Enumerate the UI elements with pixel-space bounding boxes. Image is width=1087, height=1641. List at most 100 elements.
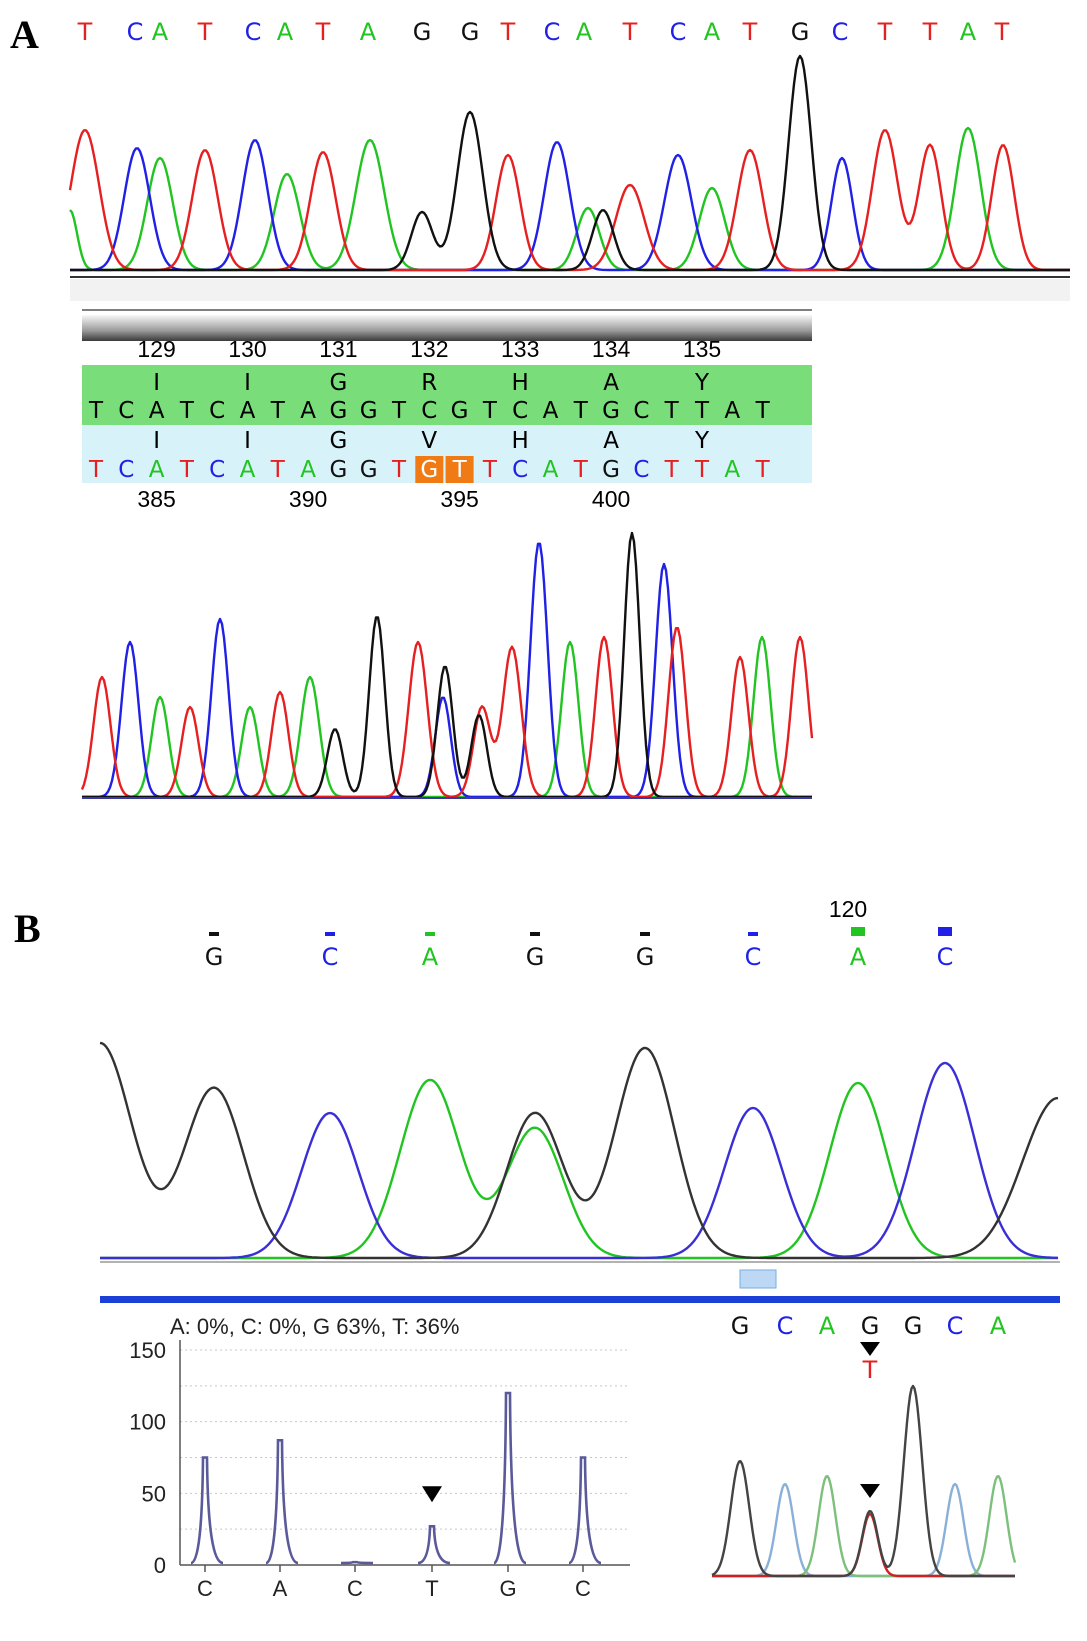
reference-amino-acid: I bbox=[153, 370, 160, 396]
top-base-call: A bbox=[422, 943, 439, 971]
sample-base: A bbox=[724, 457, 740, 483]
panel-b-scrollbar[interactable] bbox=[100, 1296, 1060, 1303]
sample-base: C bbox=[118, 457, 134, 483]
top-base-call: T bbox=[877, 18, 893, 46]
mini-base-call: C bbox=[777, 1312, 794, 1340]
sample-base: A bbox=[300, 457, 316, 483]
reference-base: T bbox=[664, 398, 680, 424]
top-base-call: T bbox=[315, 18, 331, 46]
top-base-call: C bbox=[937, 943, 954, 971]
sample-amino-acid: H bbox=[512, 428, 529, 454]
mini-base-call: G bbox=[731, 1312, 750, 1340]
trace-b2-G bbox=[99, 1041, 1059, 1260]
reference-band bbox=[82, 365, 812, 425]
sample-base: A bbox=[543, 457, 559, 483]
codon-number: 132 bbox=[410, 336, 448, 362]
mini-arrow-icon bbox=[860, 1484, 880, 1498]
reference-base: T bbox=[179, 398, 195, 424]
reference-base: G bbox=[602, 398, 620, 424]
sample-amino-acid: I bbox=[244, 428, 251, 454]
trace-b2-A bbox=[100, 1078, 1058, 1260]
sample-base: T bbox=[573, 457, 589, 483]
top-base-call: T bbox=[500, 18, 516, 46]
variant-arrow-icon bbox=[860, 1342, 880, 1356]
trace-b-G bbox=[82, 531, 812, 799]
mini-sequence-calls: G C A G G C AT bbox=[731, 1312, 1007, 1384]
sample-base: G bbox=[329, 457, 347, 483]
dispensation-label: G bbox=[499, 1576, 516, 1601]
sample-amino-acid: A bbox=[603, 428, 619, 454]
top-base-call: A bbox=[576, 18, 593, 46]
codon-number: 130 bbox=[228, 336, 266, 362]
y-tick-label: 100 bbox=[129, 1410, 166, 1435]
pyrogram: 150 100 50 0 C A C T G C bbox=[129, 1338, 630, 1601]
sample-base: T bbox=[391, 457, 407, 483]
top-base-call: A bbox=[850, 943, 867, 971]
quality-marker bbox=[640, 932, 650, 936]
top-base-call: T bbox=[77, 18, 93, 46]
dispensation-label: T bbox=[425, 1576, 438, 1601]
reference-amino-acid: Y bbox=[694, 370, 710, 396]
panel-a-chromatogram-reference bbox=[68, 54, 1070, 272]
panel-a-label: A bbox=[10, 12, 39, 57]
sample-base: G bbox=[360, 457, 378, 483]
reference-base: C bbox=[209, 398, 225, 424]
mini-base-call: C bbox=[947, 1312, 964, 1340]
top-base-call: A bbox=[960, 18, 977, 46]
reference-amino-acid: H bbox=[512, 370, 529, 396]
codon-number: 135 bbox=[683, 336, 721, 362]
position-number: 400 bbox=[592, 486, 630, 512]
panel-a-chromatogram-sample bbox=[80, 531, 814, 799]
mutation-arrow-icon bbox=[422, 1486, 442, 1503]
reference-base: G bbox=[360, 398, 378, 424]
top-base-call: T bbox=[994, 18, 1010, 46]
top-base-call: A bbox=[360, 18, 377, 46]
reference-amino-acid: A bbox=[603, 370, 619, 396]
mini-chromatogram bbox=[711, 1384, 1017, 1578]
sample-base: T bbox=[270, 457, 286, 483]
reference-base: A bbox=[240, 398, 256, 424]
mini-trace-T bbox=[712, 1512, 1015, 1578]
top-base-call: G bbox=[636, 943, 655, 971]
top-base-call: T bbox=[197, 18, 213, 46]
quality-marker bbox=[851, 927, 865, 936]
dispensation-label: A bbox=[273, 1576, 288, 1601]
scroll-thumb[interactable] bbox=[739, 1269, 777, 1289]
sample-base: T bbox=[482, 457, 498, 483]
quality-marker bbox=[325, 932, 335, 936]
top-base-call: A bbox=[277, 18, 294, 46]
dispensation-label: C bbox=[575, 1576, 591, 1601]
quality-marker bbox=[938, 927, 952, 936]
top-base-call: T bbox=[622, 18, 638, 46]
reference-base: C bbox=[118, 398, 134, 424]
top-base-call: G bbox=[526, 943, 545, 971]
top-base-call: A bbox=[704, 18, 721, 46]
top-base-call: C bbox=[745, 943, 762, 971]
panel-b-chromatogram bbox=[99, 1041, 1059, 1260]
reference-base: T bbox=[694, 398, 710, 424]
sample-base: C bbox=[512, 457, 528, 483]
position-number: 390 bbox=[289, 486, 327, 512]
reference-base: T bbox=[88, 398, 104, 424]
reference-base: A bbox=[724, 398, 740, 424]
position-numbers: 385 390 395 400 bbox=[137, 486, 630, 512]
trace-b-T bbox=[80, 627, 814, 799]
sample-base: T bbox=[755, 457, 771, 483]
dispensation-label: C bbox=[347, 1576, 363, 1601]
position-number: 395 bbox=[440, 486, 478, 512]
quality-marker bbox=[425, 932, 435, 936]
reference-base: A bbox=[543, 398, 559, 424]
top-base-call: G bbox=[461, 18, 480, 46]
quality-marker bbox=[530, 932, 540, 936]
codon-number: 131 bbox=[319, 336, 357, 362]
mutation-highlight bbox=[445, 456, 474, 483]
quality-marker bbox=[209, 932, 219, 936]
mini-base-call: A bbox=[990, 1312, 1007, 1340]
top-base-call: C bbox=[322, 943, 339, 971]
mini-base-call: A bbox=[819, 1312, 836, 1340]
